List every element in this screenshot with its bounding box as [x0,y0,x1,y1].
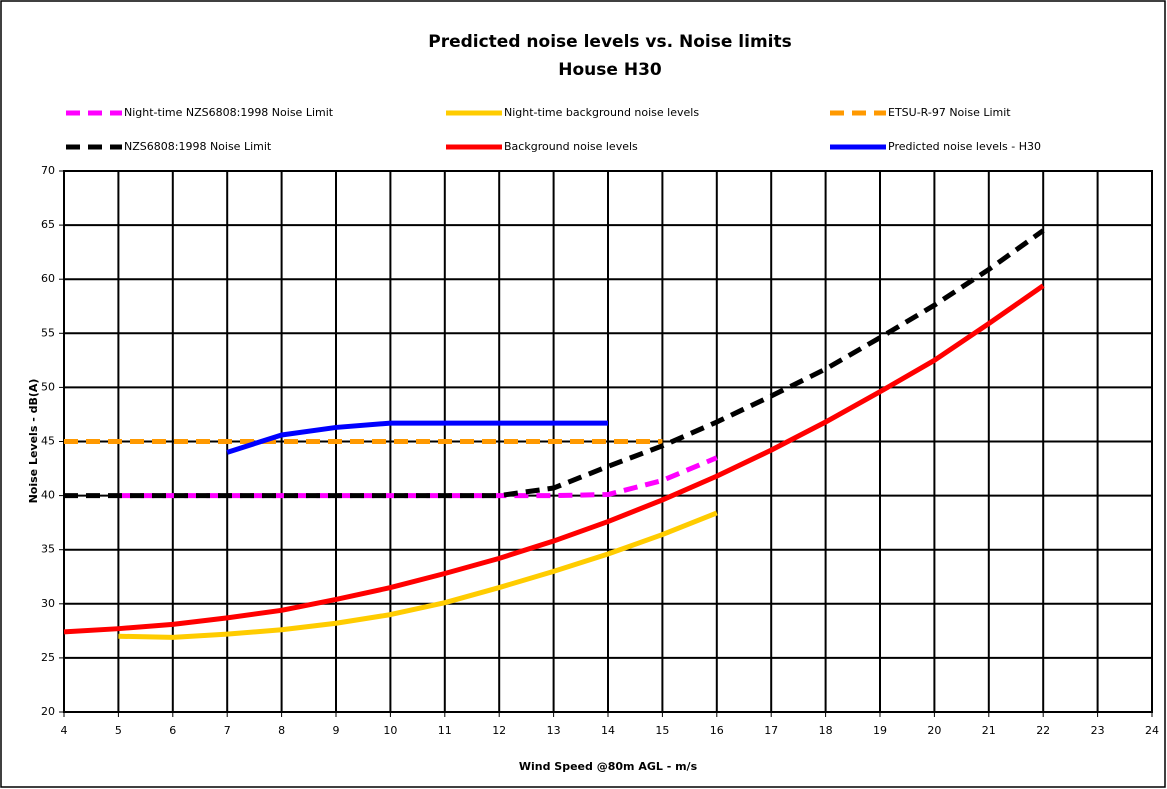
x-tick-label: 12 [492,724,506,737]
x-tick-label: 24 [1145,724,1159,737]
x-tick-label: 6 [169,724,176,737]
y-tick-label: 20 [41,705,55,718]
x-tick-label: 17 [764,724,778,737]
x-tick-label: 11 [438,724,452,737]
x-tick-label: 9 [333,724,340,737]
x-tick-label: 19 [873,724,887,737]
y-tick-label: 65 [41,218,55,231]
x-tick-label: 23 [1091,724,1105,737]
series-line [64,228,1045,499]
y-tick-label: 40 [41,489,55,502]
series-line [226,420,608,455]
y-tick-label: 70 [41,164,55,177]
y-tick-label: 50 [41,380,55,393]
x-tick-label: 21 [982,724,996,737]
y-tick-label: 25 [41,651,55,664]
x-tick-label: 8 [278,724,285,737]
series-line [63,283,1045,635]
legend-label: ETSU-R-97 Noise Limit [888,106,1011,119]
legend-label: Background noise levels [504,140,638,153]
legend-label: Night-time NZS6808:1998 Noise Limit [124,106,334,119]
legend-label: NZS6808:1998 Noise Limit [124,140,272,153]
series-line [118,510,718,640]
y-tick-label: 55 [41,326,55,339]
x-tick-label: 20 [927,724,941,737]
x-tick-label: 15 [655,724,669,737]
x-tick-label: 7 [224,724,231,737]
x-tick-label: 22 [1036,724,1050,737]
legend-label: Predicted noise levels - H30 [888,140,1041,153]
x-tick-label: 18 [819,724,833,737]
x-tick-label: 4 [61,724,68,737]
y-tick-label: 45 [41,435,55,448]
x-tick-label: 5 [115,724,122,737]
y-tick-label: 60 [41,272,55,285]
x-tick-label: 10 [383,724,397,737]
x-tick-label: 13 [547,724,561,737]
legend-label: Night-time background noise levels [504,106,699,119]
chart-title: Predicted noise levels vs. Noise limits [428,32,792,52]
y-axis-label: Noise Levels - dB(A) [27,379,40,504]
y-tick-label: 35 [41,543,55,556]
x-tick-label: 14 [601,724,615,737]
y-tick-label: 30 [41,597,55,610]
x-tick-label: 16 [710,724,724,737]
chart-subtitle: House H30 [558,60,662,80]
x-axis-label: Wind Speed @80m AGL - m/s [519,760,698,773]
